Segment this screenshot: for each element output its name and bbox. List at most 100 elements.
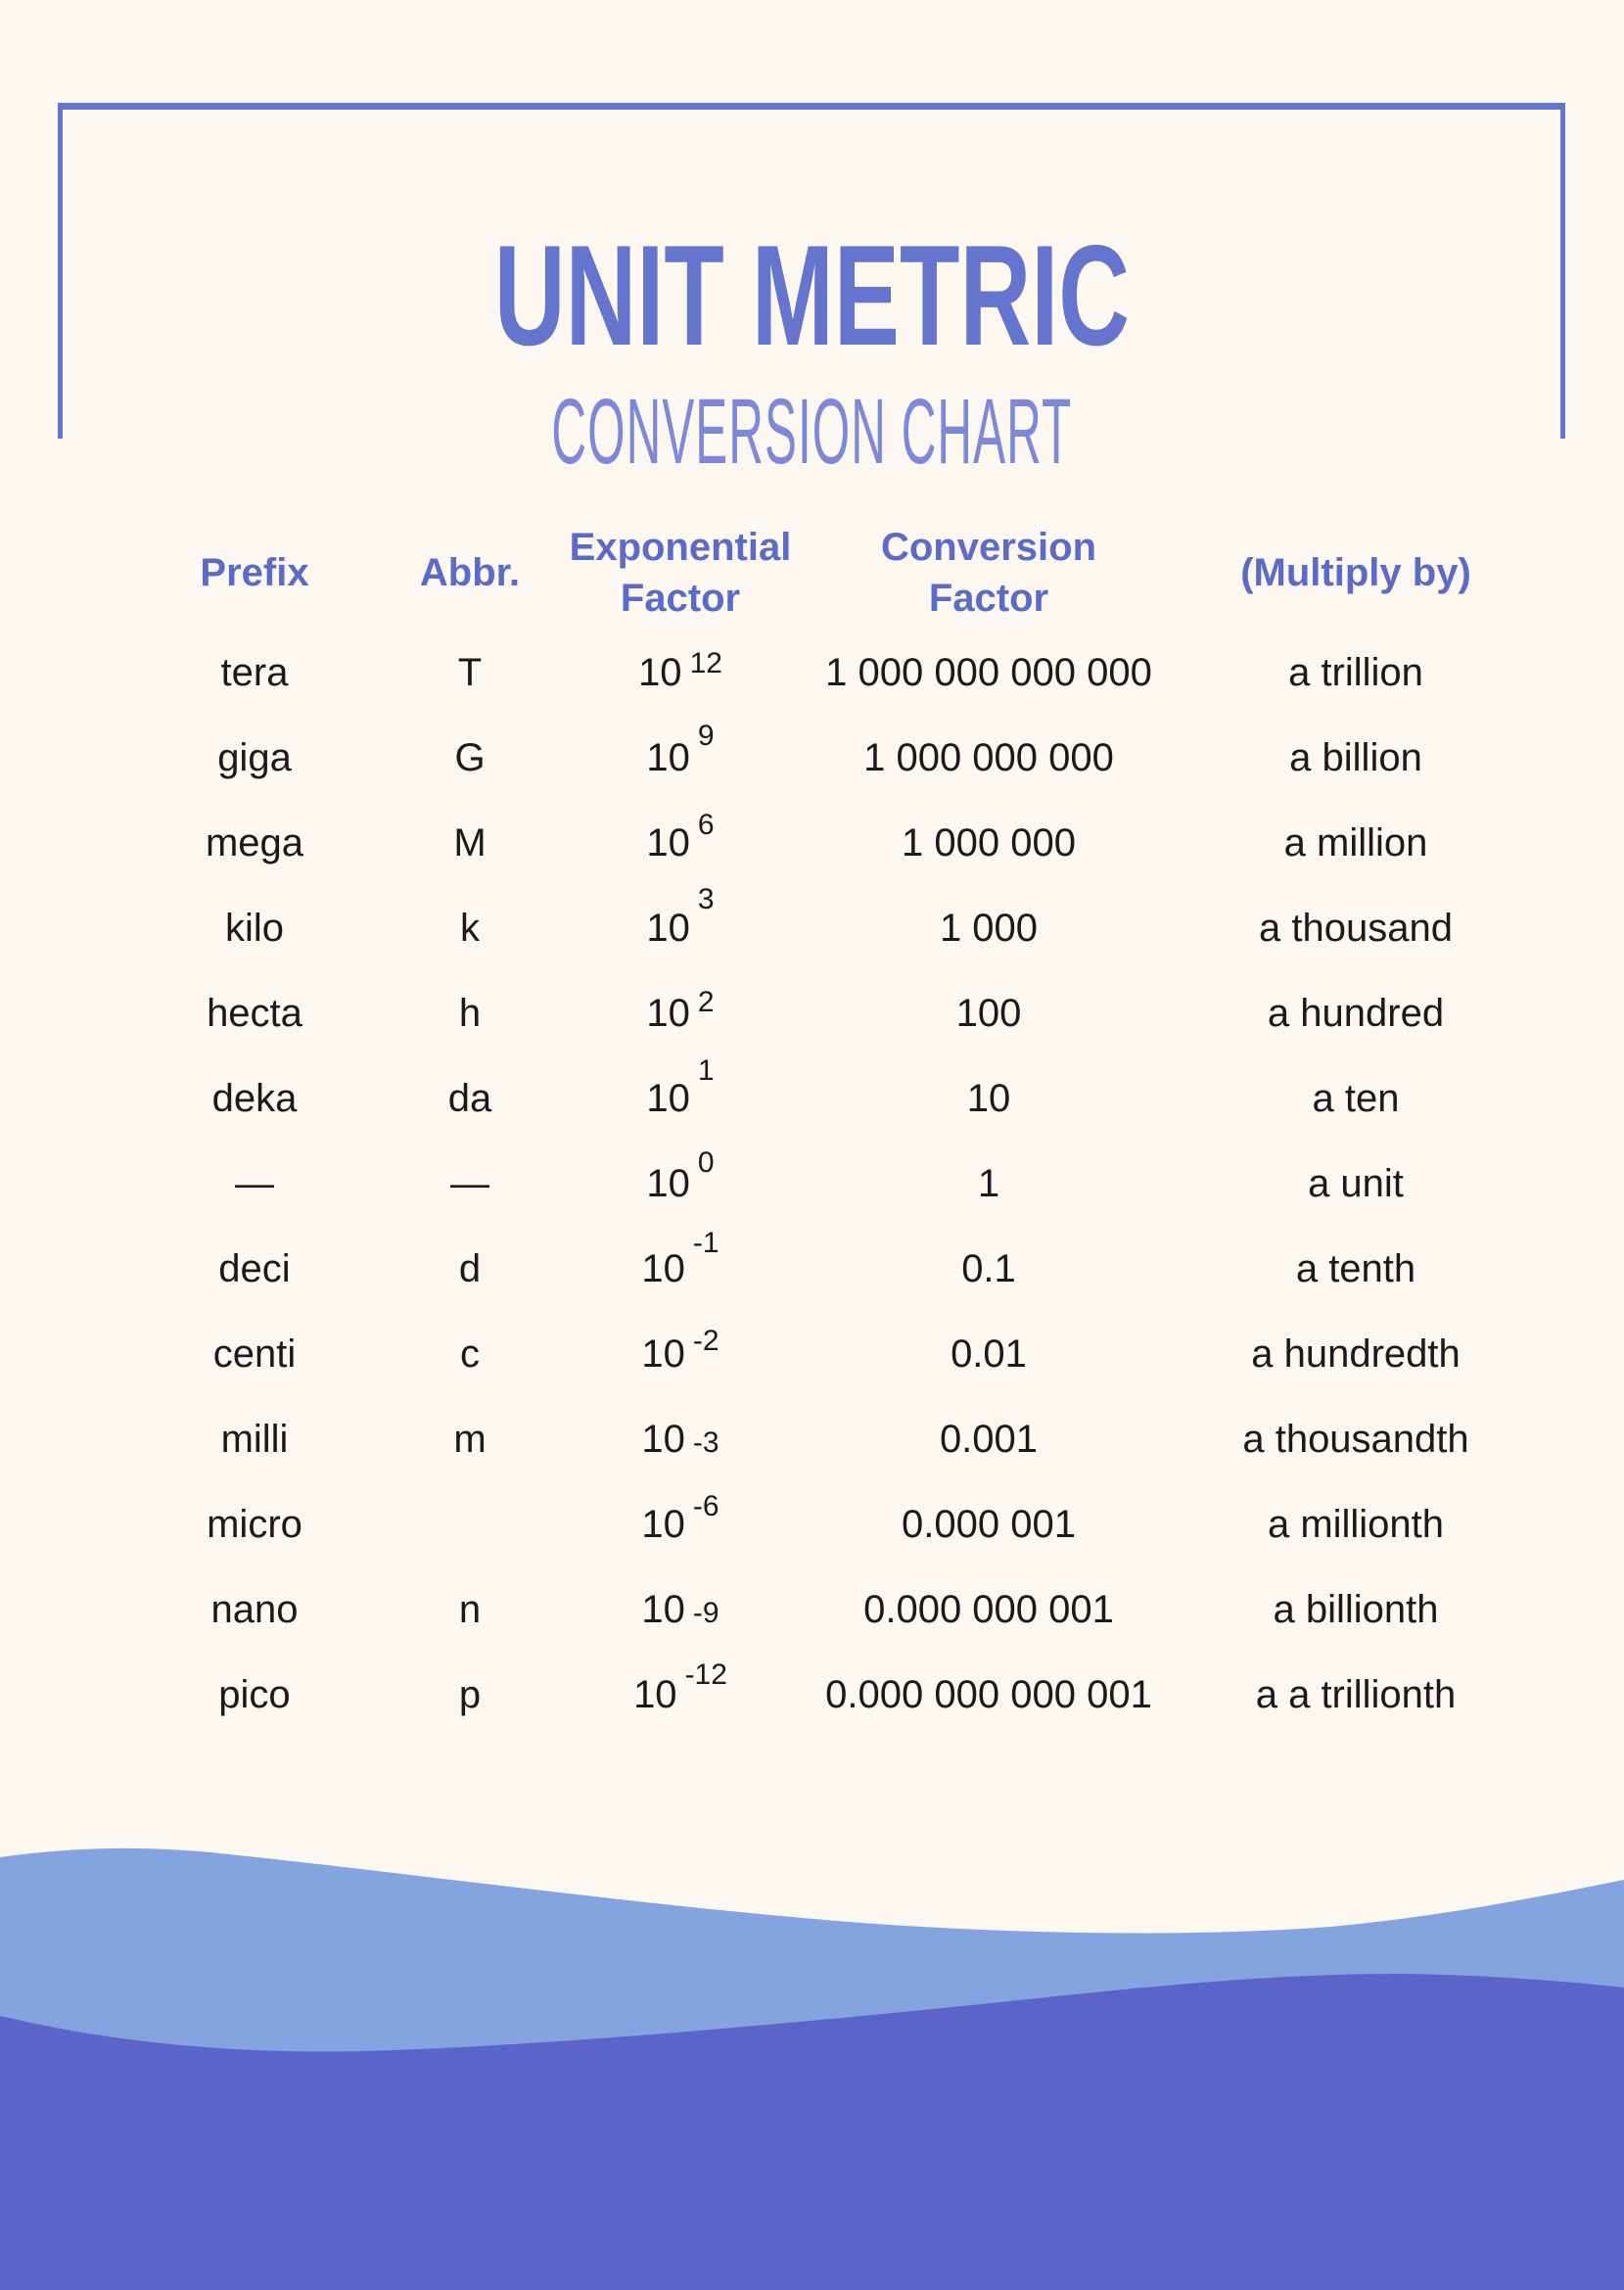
conversion-table: tera T 10 12 1 000 000 000 000 a trillion… [0, 630, 1624, 1737]
cell-multiply-by: a million [1283, 820, 1428, 865]
exponential-value: 109 [646, 721, 714, 779]
cell-multiply-by: a trillion [1288, 650, 1423, 694]
exponential-value: 101 [646, 1055, 714, 1120]
dark-wave-shape [0, 1974, 1624, 2290]
table-row: pico p 10 -12 0.000 000 000 001 a a trill… [0, 1652, 1624, 1737]
cell-multiply-by: a ten [1312, 1076, 1400, 1120]
exponent-base: 10 [646, 820, 690, 865]
exponent-power: 1 [697, 1053, 715, 1087]
cell-conversion-factor: 1 000 000 [902, 820, 1076, 865]
table-row: deci d 10-1 0.1 a tenth [0, 1226, 1624, 1311]
table-row: kilo k 103 1 000 a thousand [0, 884, 1624, 970]
exponent-base: 10 [641, 1417, 685, 1461]
cell-conversion-factor: 0.01 [951, 1332, 1027, 1376]
cell-multiply-by: a millionth [1267, 1502, 1445, 1546]
col-header-multiply: (Multiply by) [1240, 551, 1471, 594]
cell-conversion-factor: 1 000 000 000 000 [825, 650, 1152, 694]
table-row: giga G 109 1 000 000 000 a billion [0, 715, 1624, 800]
exponent-power: -1 [692, 1226, 719, 1259]
page-title-text: UNIT METRIC [493, 215, 1131, 375]
table-row: nano n 10 -9 0.000 000 001 a billionth [0, 1566, 1624, 1652]
cell-exponential-factor: 10-1 [548, 1228, 812, 1290]
exponential-value: 10 -2 [641, 1326, 719, 1376]
cell-multiply-by: a thousand [1259, 906, 1453, 950]
cell-abbr: h [458, 991, 482, 1035]
exponential-value: 10-1 [641, 1228, 719, 1290]
exponent-power: 0 [697, 1145, 715, 1179]
cell-multiply-by: a tenth [1295, 1246, 1416, 1290]
cell-abbr: n [458, 1587, 482, 1631]
page-title: UNIT METRIC [0, 224, 1624, 367]
cell-prefix: deci [218, 1246, 291, 1290]
exponent-base: 10 [646, 991, 690, 1035]
exponent-base: 10 [646, 906, 690, 950]
cell-abbr: M [453, 820, 487, 865]
table-row: mega M 10 6 1 000 000 a million [0, 800, 1624, 885]
exponent-power: 12 [689, 646, 722, 679]
exponential-value: 103 [646, 884, 714, 950]
exponent-base: 10 [646, 735, 690, 779]
cell-exponential-factor: 10 -6 [548, 1491, 812, 1546]
cell-exponential-factor: 10 -2 [548, 1326, 812, 1376]
exponent-power: -9 [692, 1596, 719, 1629]
cell-multiply-by: a hundred [1267, 991, 1445, 1035]
cell-abbr: — [450, 1161, 489, 1205]
exponent-power: -3 [692, 1425, 719, 1459]
exponent-base: 10 [633, 1672, 677, 1716]
decorative-frame [58, 103, 1565, 439]
exponent-power: 2 [697, 985, 715, 1018]
exponent-power: 6 [697, 808, 715, 841]
cell-exponential-factor: 10 -9 [548, 1590, 812, 1629]
bottom-waves [0, 1847, 1624, 2290]
cell-conversion-factor: 0.1 [961, 1246, 1016, 1290]
cell-multiply-by: a hundredth [1251, 1332, 1461, 1376]
cell-prefix: nano [210, 1587, 299, 1631]
cell-exponential-factor: 10 0 [548, 1147, 812, 1205]
cell-multiply-by: a billion [1289, 735, 1422, 779]
exponential-value: 10 -3 [641, 1418, 719, 1461]
cell-abbr: da [447, 1076, 492, 1120]
cell-prefix: milli [220, 1417, 289, 1461]
cell-exponential-factor: 10 6 [548, 810, 812, 865]
exponent-base: 10 [638, 650, 682, 694]
exponent-base: 10 [646, 1161, 690, 1205]
exponent-base: 10 [641, 1502, 685, 1546]
cell-conversion-factor: 0.001 [939, 1417, 1039, 1461]
cell-prefix: hecta [207, 991, 302, 1035]
col-header-conversion: Conversion Factor [880, 526, 1097, 620]
cell-abbr: m [453, 1417, 487, 1461]
table-row: centi c 10 -2 0.01 a hundredth [0, 1311, 1624, 1396]
cell-prefix: pico [218, 1672, 291, 1716]
cell-multiply-by: a unit [1308, 1161, 1404, 1205]
table-row: hecta h 10 2 100 a hundred [0, 970, 1624, 1055]
exponent-power: 3 [697, 882, 715, 915]
cell-conversion-factor: 1 000 [939, 906, 1039, 950]
cell-abbr: G [454, 735, 486, 779]
exponent-power: -12 [684, 1658, 727, 1691]
page-subtitle-text: CONVERSION CHART [551, 380, 1073, 484]
cell-conversion-factor: 0.000 001 [902, 1502, 1076, 1546]
cell-abbr: d [458, 1246, 482, 1290]
cell-prefix: — [235, 1161, 274, 1205]
cell-exponential-factor: 103 [548, 884, 812, 950]
cell-abbr: c [460, 1332, 480, 1376]
exponential-value: 10 -9 [641, 1588, 719, 1631]
exponent-base: 10 [641, 1332, 685, 1376]
cell-prefix: deka [211, 1076, 298, 1120]
exponent-base: 10 [646, 1076, 690, 1120]
exponential-value: 10 12 [638, 648, 722, 694]
cell-exponential-factor: 10 -3 [548, 1420, 812, 1459]
cell-abbr: T [457, 650, 483, 694]
cell-conversion-factor: 0.000 000 000 001 [825, 1672, 1152, 1716]
cell-multiply-by: a a trillionth [1255, 1672, 1457, 1716]
cell-conversion-factor: 1 000 000 000 [863, 735, 1114, 779]
exponential-value: 10 6 [646, 810, 714, 865]
exponential-value: 10 0 [646, 1147, 714, 1205]
exponent-power: 9 [697, 719, 715, 752]
cell-exponential-factor: 109 [548, 721, 812, 779]
exponential-value: 10 -12 [633, 1659, 727, 1716]
col-header-abbr: Abbr. [419, 551, 521, 594]
cell-exponential-factor: 10 -12 [548, 1659, 812, 1716]
cell-prefix: kilo [224, 906, 285, 950]
table-row: micro 10 -6 0.000 001 a millionth [0, 1481, 1624, 1566]
